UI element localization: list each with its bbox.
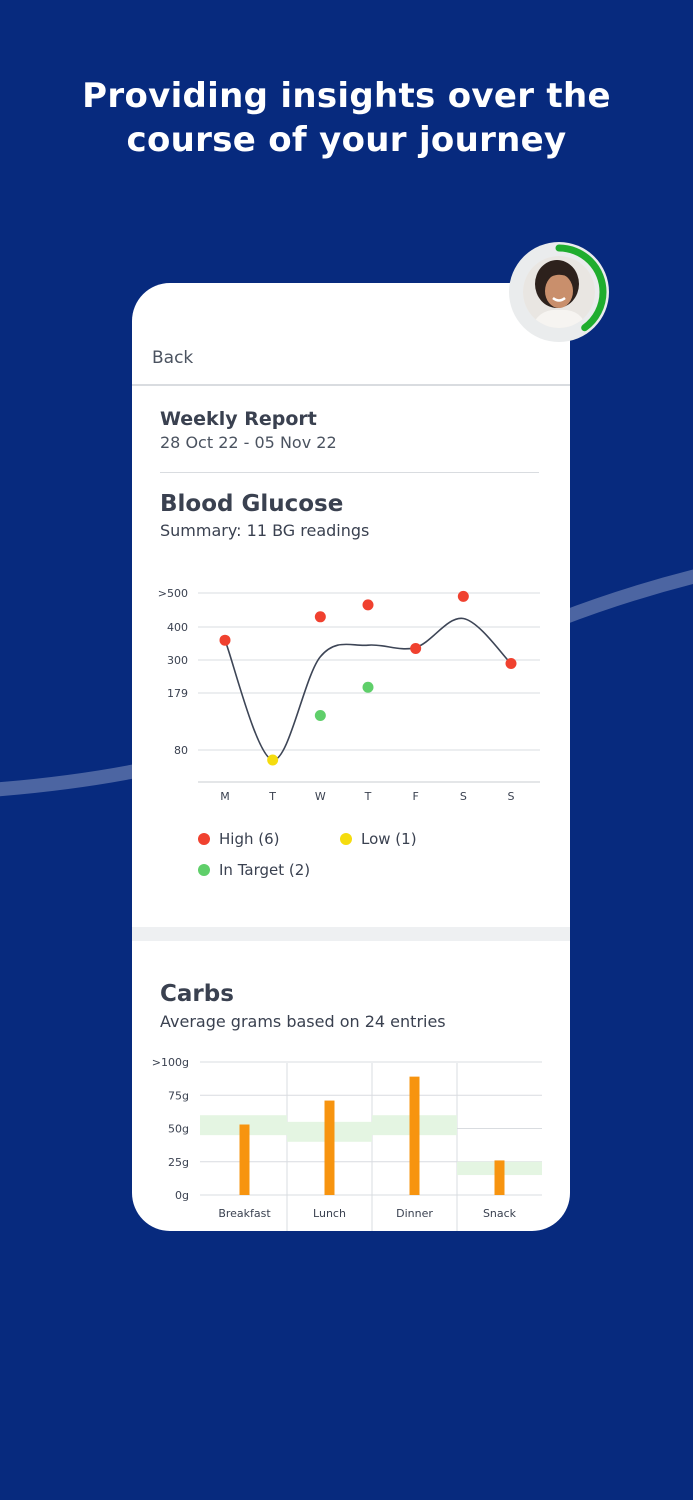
y-tick-label: 0g [175,1189,189,1202]
x-tick-label: W [315,790,326,803]
carbs-title: Carbs [160,981,234,1007]
y-tick-label: 400 [167,621,188,634]
report-date-range: 28 Oct 22 - 05 Nov 22 [160,433,337,452]
section-divider [160,472,539,473]
x-tick-label: Lunch [313,1207,346,1220]
back-button[interactable]: Back [152,348,194,368]
legend-in-target-label: In Target (2) [219,861,311,879]
legend-high-label: High (6) [219,830,280,848]
carbs-chart: >100g 75g 50g 25g 0g Breakfast Lunch Dinner Snac… [152,1056,542,1231]
section-gap [132,927,570,941]
avatar-icon [511,244,607,340]
report-title: Weekly Report [160,408,317,430]
blood-glucose-title: Blood Glucose [160,491,344,517]
carbs-summary: Average grams based on 24 entries [160,1012,446,1031]
blood-glucose-chart: >500 400 300 179 80 M T W T F S S [158,587,540,803]
data-point-high [457,590,469,602]
legend-low: Low (1) [340,830,417,848]
x-tick-label: S [460,790,467,803]
carbs-bar [409,1076,420,1195]
headline-line-1: Providing insights over the [82,76,611,116]
y-tick-label: 25g [168,1156,189,1169]
data-point-in-target [362,681,374,693]
carbs-bar [239,1124,250,1195]
x-tick-label: T [268,790,276,803]
headline-line-2: course of your journey [126,120,567,160]
y-tick-label: 300 [167,654,188,667]
data-point-high [362,599,374,611]
x-tick-label: F [413,790,419,803]
report-card: Back Weekly Report 28 Oct 22 - 05 Nov 22… [132,283,570,1231]
legend-low-dot [340,833,352,845]
y-tick-label: >500 [158,587,188,600]
y-tick-label: >100g [152,1056,189,1069]
y-tick-label: 50g [168,1123,189,1136]
x-tick-label: Dinner [396,1207,433,1220]
x-tick-label: M [220,790,230,803]
trend-line [224,617,512,761]
legend-high: High (6) [198,830,280,848]
data-point-high [314,611,326,623]
carbs-bar [324,1100,335,1195]
x-tick-label: T [364,790,372,803]
legend-high-dot [198,833,210,845]
legend-low-label: Low (1) [361,830,417,848]
x-tick-label: Breakfast [218,1207,271,1220]
x-tick-label: S [508,790,515,803]
user-avatar[interactable] [509,242,609,342]
legend-in-target-dot [198,864,210,876]
y-tick-label: 179 [167,687,188,700]
data-point-low [267,754,279,766]
legend-in-target: In Target (2) [198,861,310,879]
blood-glucose-summary: Summary: 11 BG readings [160,521,370,540]
x-tick-label: Snack [483,1207,517,1220]
data-point-high [410,642,422,654]
data-point-high [505,658,517,670]
y-tick-label: 75g [168,1089,189,1102]
y-tick-label: 80 [174,744,188,757]
page-headline: Providing insights over the course of yo… [0,74,693,162]
data-point-high [219,634,231,646]
header-divider [132,384,570,386]
data-point-in-target [314,709,326,721]
carbs-bar [494,1160,505,1195]
